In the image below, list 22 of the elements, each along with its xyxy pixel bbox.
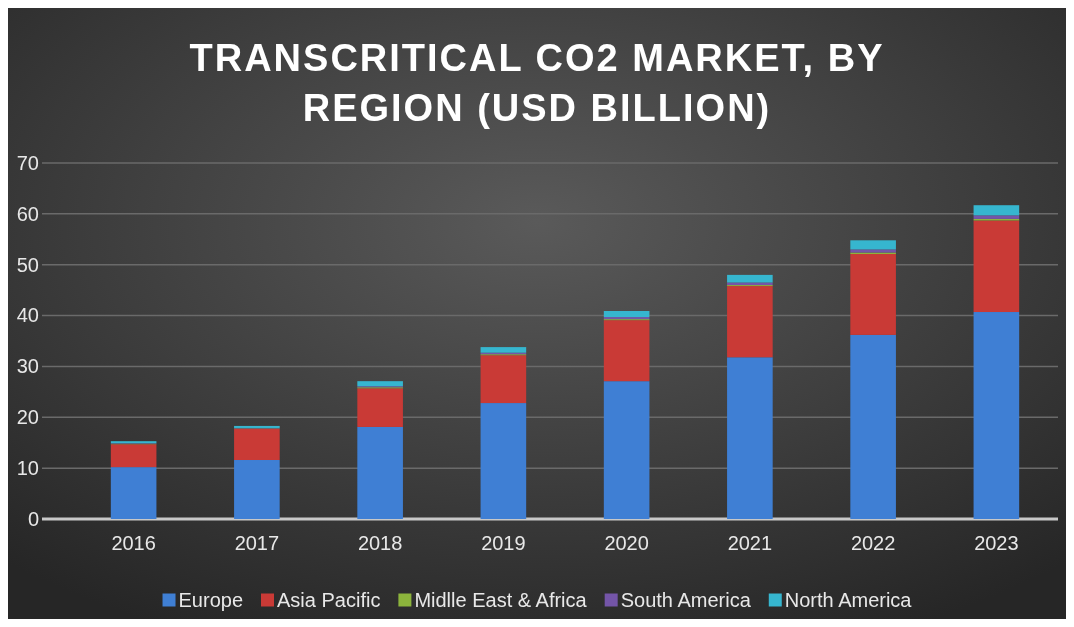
x-tick-label: 2023 (974, 532, 1019, 554)
y-tick-label: 30 (16, 355, 39, 378)
y-tick-label: 60 (16, 202, 39, 225)
x-tick-label: 2022 (850, 532, 896, 554)
y-tick-label: 40 (16, 304, 39, 327)
chart-title: TRANSCRITICAL CO2 MARKET, BY REGION (USD BILLION) (189, 37, 885, 129)
x-tick-label: 2021 (727, 532, 773, 554)
y-tick-label: 20 (16, 406, 39, 429)
x-tick-label: 2019 (481, 532, 526, 554)
y-tick-label: 70 (16, 151, 39, 174)
x-tick-label: 2020 (604, 532, 649, 554)
x-tick-label: 2017 (234, 532, 280, 554)
x-tick-label: 2016 (111, 532, 156, 554)
legend-label: Asia Pacific (277, 589, 381, 611)
y-tick-label: 50 (16, 253, 39, 276)
legend-label: North America (784, 589, 913, 611)
y-tick-label: 10 (16, 457, 39, 480)
legend-label: South America (620, 589, 752, 611)
legend-label: Midlle East & Africa (414, 589, 588, 611)
y-tick-label: 0 (27, 507, 39, 530)
x-tick-label: 2018 (357, 532, 403, 554)
legend-label: Europe (178, 589, 244, 611)
